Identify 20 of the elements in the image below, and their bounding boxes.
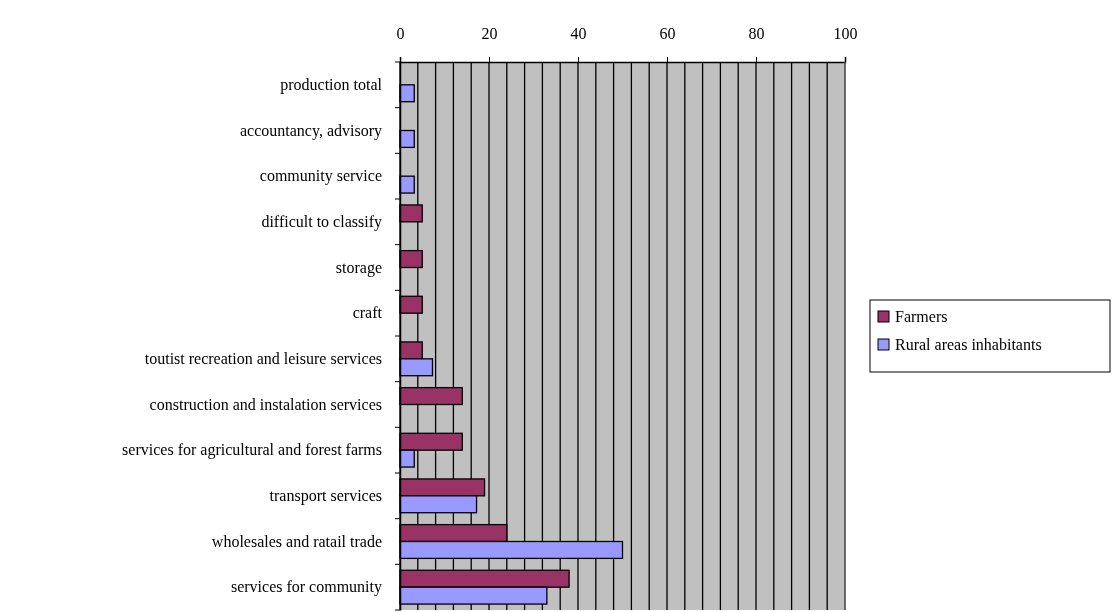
y-tick-label: wholesales and ratail trade	[211, 532, 382, 550]
y-tick-label: storage	[335, 258, 382, 277]
y-tick-label: transport services	[269, 486, 382, 505]
x-tick-label: 60	[659, 25, 676, 42]
y-tick-label: difficult to classify	[261, 212, 382, 231]
y-tick-label: services for community	[230, 578, 382, 597]
y-tick-label: community service	[259, 167, 382, 186]
x-tick-label: 40	[570, 25, 587, 42]
legend-label: Farmers	[895, 308, 948, 325]
legend-label: Rural areas inhabitants	[895, 336, 1042, 353]
y-tick-label: accountancy, advisory	[239, 121, 382, 140]
x-tick-label: 0	[396, 25, 405, 42]
y-tick-label: production total	[280, 75, 383, 94]
x-tick-label: 80	[748, 25, 765, 42]
x-tick-label: 20	[481, 25, 498, 42]
x-tick-label: 100	[833, 25, 858, 42]
y-tick-label: craft	[352, 304, 383, 322]
y-tick-label: toutist recreation and leisure services	[144, 349, 382, 367]
y-tick-label: construction and instalation services	[149, 395, 382, 413]
y-tick-label: services for agricultural and forest farms	[122, 441, 382, 460]
